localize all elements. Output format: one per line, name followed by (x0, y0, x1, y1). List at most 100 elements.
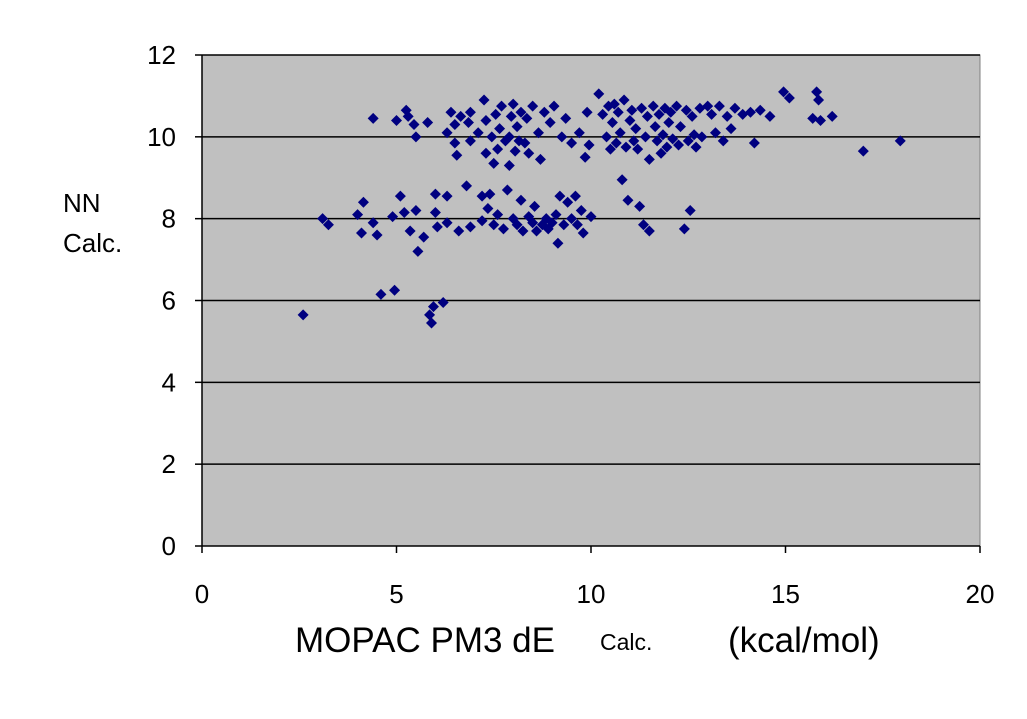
data-point (501, 184, 513, 196)
data-point (515, 106, 527, 118)
data-point (566, 213, 578, 225)
data-point (517, 225, 529, 237)
data-point (717, 135, 729, 147)
data-point (713, 100, 725, 112)
data-point (297, 309, 309, 321)
data-point (826, 110, 838, 122)
data-point (476, 215, 488, 227)
data-point (534, 153, 546, 165)
data-point (492, 143, 504, 155)
data-point (612, 106, 624, 118)
y-tick-label: 6 (162, 286, 176, 316)
data-point (317, 213, 329, 225)
data-point (626, 104, 638, 116)
data-point (647, 100, 659, 112)
data-point (778, 86, 790, 98)
data-point (682, 135, 694, 147)
data-point (490, 108, 502, 120)
data-point (503, 131, 515, 143)
y-axis-label-line1: NN (63, 188, 101, 218)
data-point (725, 123, 737, 135)
data-point (480, 114, 492, 126)
data-point (352, 209, 364, 221)
data-point (655, 147, 667, 159)
data-point (709, 127, 721, 139)
data-point (515, 194, 527, 206)
data-point (408, 119, 420, 131)
y-tick-labels: 0 2 4 6 8 10 12 (147, 40, 202, 561)
data-point (519, 137, 531, 149)
data-point (643, 225, 655, 237)
data-point (367, 217, 379, 229)
data-point (558, 219, 570, 231)
data-point (486, 131, 498, 143)
data-point (857, 145, 869, 157)
y-tick-label: 2 (162, 449, 176, 479)
data-point (527, 100, 539, 112)
data-point (688, 129, 700, 141)
data-point (410, 131, 422, 143)
data-point (529, 200, 541, 212)
x-tick-label: 0 (195, 579, 209, 609)
data-point (509, 145, 521, 157)
data-point (496, 100, 508, 112)
data-point (729, 102, 741, 114)
data-point (748, 137, 760, 149)
y-tick-label: 0 (162, 531, 176, 561)
data-point (601, 131, 613, 143)
data-point (387, 211, 399, 223)
y-tick-label: 12 (147, 40, 176, 70)
data-point (628, 135, 640, 147)
data-point (412, 245, 424, 257)
data-point (550, 209, 562, 221)
data-point (651, 135, 663, 147)
data-point (721, 110, 733, 122)
data-point (560, 112, 572, 124)
data-point (431, 221, 443, 233)
data-point (544, 117, 556, 129)
data-point (894, 135, 906, 147)
data-point (429, 207, 441, 219)
data-point (744, 106, 756, 118)
data-point (665, 106, 677, 118)
data-point (579, 151, 591, 163)
data-point (620, 141, 632, 153)
data-point (581, 106, 593, 118)
data-point (389, 284, 401, 296)
data-point (562, 196, 574, 208)
data-point (503, 159, 515, 171)
data-point (571, 219, 583, 231)
x-axis-label-main: MOPAC PM3 dE (295, 621, 555, 660)
data-point (410, 204, 422, 216)
data-point (464, 221, 476, 233)
data-point (661, 141, 673, 153)
data-point (764, 110, 776, 122)
data-point (494, 123, 506, 135)
data-point (680, 104, 692, 116)
data-point (391, 114, 402, 126)
data-point (678, 223, 690, 235)
data-point (441, 190, 453, 202)
data-point (657, 129, 669, 141)
y-tick-label: 10 (147, 122, 176, 152)
data-point (566, 137, 578, 149)
data-point (649, 121, 661, 133)
data-point (484, 188, 496, 200)
data-point (641, 110, 653, 122)
data-point (462, 117, 474, 129)
grid-lines (202, 54, 980, 465)
data-point (357, 196, 369, 208)
data-point (585, 211, 597, 223)
data-point (624, 114, 636, 126)
data-point (606, 117, 618, 129)
data-point (375, 288, 387, 300)
data-point (614, 127, 626, 139)
data-point (492, 209, 504, 221)
data-points (297, 86, 906, 329)
data-point (569, 190, 581, 202)
data-point (527, 217, 539, 229)
y-tick-label: 8 (162, 204, 176, 234)
data-point (422, 117, 434, 129)
data-point (488, 157, 500, 169)
